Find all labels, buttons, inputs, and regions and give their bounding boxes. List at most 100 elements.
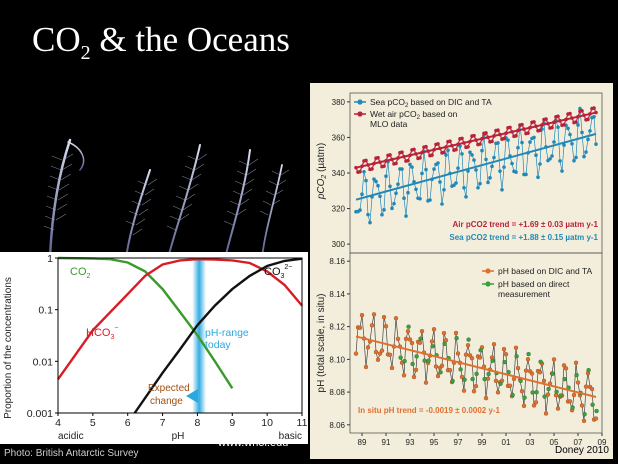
ph-dic-point [401, 373, 407, 378]
sea-pco2-point [588, 129, 592, 133]
sea-pco2-point [586, 137, 590, 142]
sea-pco2-point [514, 170, 518, 174]
x-tick-label: 01 [502, 438, 511, 447]
ph-direct-point [550, 371, 555, 376]
pco2-y-tick-label: 340 [332, 169, 346, 178]
sea-pco2-point [436, 161, 440, 165]
ph-direct-point [594, 408, 599, 414]
air-pco2-point [574, 120, 578, 124]
air-pco2-point [580, 109, 584, 113]
ph-direct-point [402, 358, 407, 364]
sea-pco2-point [376, 183, 380, 188]
ph-y-tick-label: 8.08 [329, 388, 345, 397]
ph-dic-point [465, 343, 471, 348]
ph-dic-point [407, 337, 413, 342]
ph-direct-point [562, 376, 567, 382]
pco2-y-axis-label: pCO2 (µatm) [316, 143, 328, 200]
sea-pco2-point [468, 150, 472, 154]
ph-direct-point [418, 336, 423, 341]
ph-direct-point [554, 389, 559, 394]
x-tick-label: 97 [454, 438, 463, 447]
sea-pco2-point [390, 206, 394, 211]
ph-trend-text: In situ pH trend = -0.0019 ± 0.0002 y-1 [358, 406, 501, 415]
air-pco2-point [388, 153, 392, 157]
sea-pco2-point [576, 123, 580, 127]
ph-dic-point [431, 327, 437, 332]
ph-dic-point [377, 351, 383, 356]
ph-dic-point [419, 329, 425, 334]
ph-dic-point [371, 312, 377, 317]
sea-pco2-point [528, 140, 532, 144]
sea-trend-line [355, 132, 597, 201]
series-label-co2: CO2 [70, 266, 91, 280]
sea-pco2-point [438, 180, 442, 184]
ph-direct-point [426, 358, 431, 363]
ph-dic-point [525, 357, 531, 362]
ph-dic-point [483, 395, 489, 401]
ph-dic-point [529, 371, 535, 376]
sea-pco2-point [574, 155, 578, 160]
ph-plot-frame [349, 252, 603, 434]
air-pco2-point [508, 125, 512, 130]
sea-trend-text: Sea pCO2 trend = +1.88 ± 0.15 µatm y-1 [449, 233, 598, 242]
sea-pco2-point [410, 165, 414, 169]
sea-pco2-point [594, 142, 598, 146]
sea-pco2-point [488, 176, 492, 180]
ph-direct-point [522, 395, 527, 400]
ph-dic-point [447, 368, 453, 373]
series-line-0 [57, 256, 234, 389]
air-pco2-point [568, 111, 572, 116]
sea-pco2-point [536, 175, 540, 179]
ph-dic-point [389, 365, 395, 371]
sea-pco2-point [500, 188, 504, 192]
ph-dic-point [409, 340, 415, 346]
x-tick-label: 9 [229, 417, 235, 429]
ph-direct-point [526, 351, 531, 357]
sea-pco2-point [470, 153, 474, 157]
air-pco2-point [454, 147, 458, 152]
air-pco2-point [556, 114, 560, 119]
ph-direct-point [454, 335, 459, 341]
air-pco2-point [394, 161, 398, 166]
sea-pco2-point [360, 192, 364, 197]
x-tick-label: 7 [160, 417, 166, 429]
ph-direct-point [486, 371, 491, 377]
x-tick-label: 89 [358, 438, 367, 447]
series-label-co3: CO32− [264, 264, 292, 280]
ph-dic-point [537, 370, 543, 375]
ph-dic-point [413, 367, 419, 373]
sea-pco2-point [496, 141, 500, 145]
ph-direct-point [586, 368, 591, 373]
y-tick-label: 1 [47, 253, 53, 265]
air-pco2-point [490, 139, 494, 144]
ph-dic-point [573, 360, 579, 365]
ph-dic-point [519, 389, 525, 394]
x-tick-label: 93 [406, 438, 415, 447]
sea-pco2-point [366, 212, 370, 217]
ph-dic-point [357, 325, 363, 330]
ph-dic-point [543, 411, 549, 416]
ph-direct-point [470, 376, 475, 382]
air-pco2-point [418, 156, 422, 160]
ph-dic-point [477, 355, 483, 360]
x-tick-label: 8 [195, 417, 201, 429]
air-pco2-point [520, 122, 524, 127]
ph-dic-point [593, 416, 599, 421]
ph-dic-point [365, 345, 371, 350]
air-pco2-point [364, 158, 368, 163]
ph-dic-point [531, 403, 537, 408]
air-pco2-point [538, 128, 542, 133]
sea-pco2-point [502, 165, 506, 169]
ph-dic-point [381, 314, 387, 320]
ph-dic-point [383, 324, 389, 329]
ph-dic-point [581, 418, 587, 424]
ph-dic-point [469, 356, 475, 361]
sea-pco2-point [510, 161, 514, 166]
sea-pco2-point [392, 201, 396, 206]
ph-direct-point [490, 358, 495, 363]
ph-direct-point [474, 371, 479, 376]
air-pco2-point [406, 158, 410, 163]
crinoid-photo [43, 138, 290, 260]
ph-direct-point [558, 393, 563, 398]
